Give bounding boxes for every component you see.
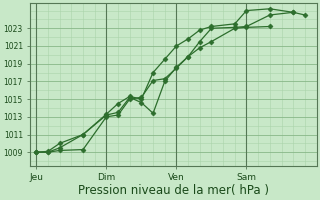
X-axis label: Pression niveau de la mer( hPa ): Pression niveau de la mer( hPa ) [78,184,269,197]
